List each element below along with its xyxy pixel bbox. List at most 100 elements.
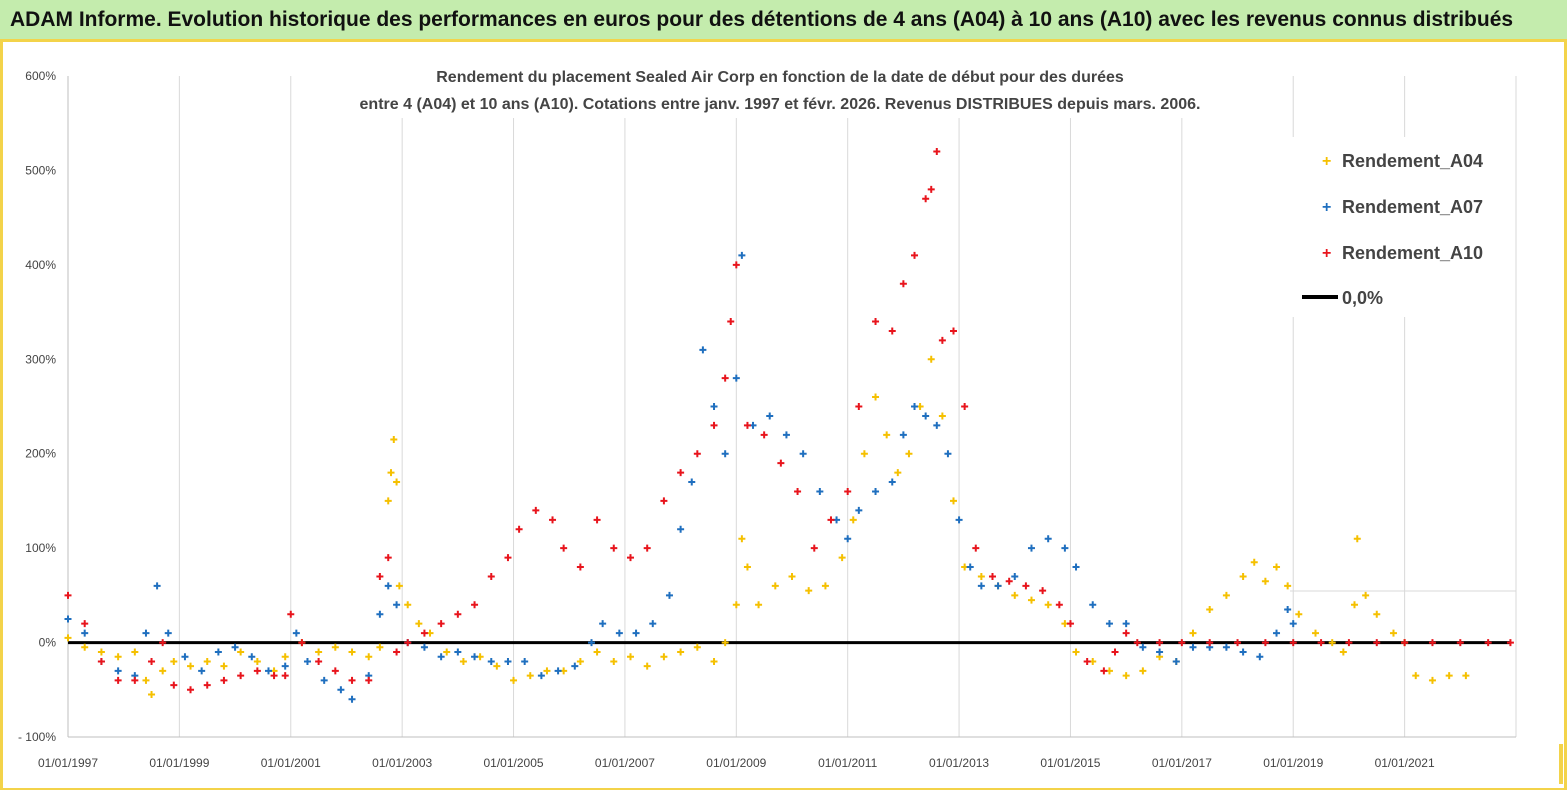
data-point [1122, 672, 1130, 680]
data-point [660, 653, 668, 661]
data-point [944, 450, 952, 458]
data-point [454, 610, 462, 618]
data-point [1289, 639, 1297, 647]
x-tick-label: 01/01/2017 [1152, 756, 1212, 770]
data-point [721, 374, 729, 382]
data-point [860, 450, 868, 458]
data-point [253, 667, 261, 675]
data-point [376, 610, 384, 618]
data-point [471, 653, 479, 661]
data-point [404, 639, 412, 647]
data-point [114, 676, 122, 684]
data-point [493, 662, 501, 670]
data-point [198, 667, 206, 675]
data-point [515, 525, 523, 533]
data-point [1261, 577, 1269, 585]
data-point [610, 544, 618, 552]
data-point [894, 469, 902, 477]
x-tick-label: 01/01/1997 [38, 756, 98, 770]
data-point [315, 648, 323, 656]
data-point [1412, 672, 1420, 680]
data-point [899, 431, 907, 439]
data-point [888, 327, 896, 335]
data-point [1256, 653, 1264, 661]
data-point [549, 516, 557, 524]
data-point [771, 582, 779, 590]
data-point [1428, 676, 1436, 684]
data-point [1189, 643, 1197, 651]
data-point [537, 672, 545, 680]
x-tick-label: 01/01/2005 [484, 756, 544, 770]
data-point [977, 572, 985, 580]
data-point [1011, 572, 1019, 580]
data-point [1133, 639, 1141, 647]
data-point [220, 676, 228, 684]
data-point [610, 657, 618, 665]
data-point [1066, 620, 1074, 628]
data-point [142, 629, 150, 637]
data-point [905, 450, 913, 458]
data-point [187, 686, 195, 694]
data-point [1072, 648, 1080, 656]
data-point [576, 657, 584, 665]
frame-bottom-border [0, 788, 1567, 790]
y-tick-label: 0% [39, 636, 57, 650]
data-point [471, 601, 479, 609]
data-point [420, 629, 428, 637]
data-point [1373, 610, 1381, 618]
data-point [298, 639, 306, 647]
data-point [159, 667, 167, 675]
data-point [1156, 639, 1164, 647]
data-point [1044, 601, 1052, 609]
y-tick-label: - 100% [18, 730, 56, 744]
data-point [64, 615, 72, 623]
frame-right-border [1564, 42, 1567, 790]
data-point [838, 554, 846, 562]
data-point [660, 497, 668, 505]
data-point [927, 355, 935, 363]
data-point [1011, 591, 1019, 599]
data-point [1428, 639, 1436, 647]
data-point [504, 657, 512, 665]
data-point [248, 653, 256, 661]
data-point [376, 572, 384, 580]
data-point [588, 639, 596, 647]
data-point [571, 662, 579, 670]
legend-label-a04: Rendement_A04 [1342, 151, 1483, 171]
data-point [855, 506, 863, 514]
data-point [170, 681, 178, 689]
data-point [1044, 535, 1052, 543]
data-point [437, 653, 445, 661]
data-point [153, 582, 161, 590]
data-point [955, 516, 963, 524]
data-point [1261, 639, 1269, 647]
data-point [699, 346, 707, 354]
data-point [487, 572, 495, 580]
data-point [237, 672, 245, 680]
data-point [872, 318, 880, 326]
data-point [911, 251, 919, 259]
data-point [64, 591, 72, 599]
data-point [743, 421, 751, 429]
data-point [938, 336, 946, 344]
data-point [114, 653, 122, 661]
chart-title-line1: Rendement du placement Sealed Air Corp e… [436, 69, 1124, 86]
data-point [510, 676, 518, 684]
data-point [1105, 620, 1113, 628]
data-point [142, 676, 150, 684]
series-rendement-a04 [64, 355, 1470, 699]
data-point [1462, 672, 1470, 680]
legend-marker-a04: + [1322, 153, 1331, 170]
data-point [393, 478, 401, 486]
data-point [81, 620, 89, 628]
data-point [1055, 601, 1063, 609]
data-point [348, 676, 356, 684]
data-point [615, 629, 623, 637]
data-point [1345, 639, 1353, 647]
data-point [237, 648, 245, 656]
data-point [755, 601, 763, 609]
data-point [827, 516, 835, 524]
x-tick-label: 01/01/2007 [595, 756, 655, 770]
data-point [170, 657, 178, 665]
data-point [560, 544, 568, 552]
